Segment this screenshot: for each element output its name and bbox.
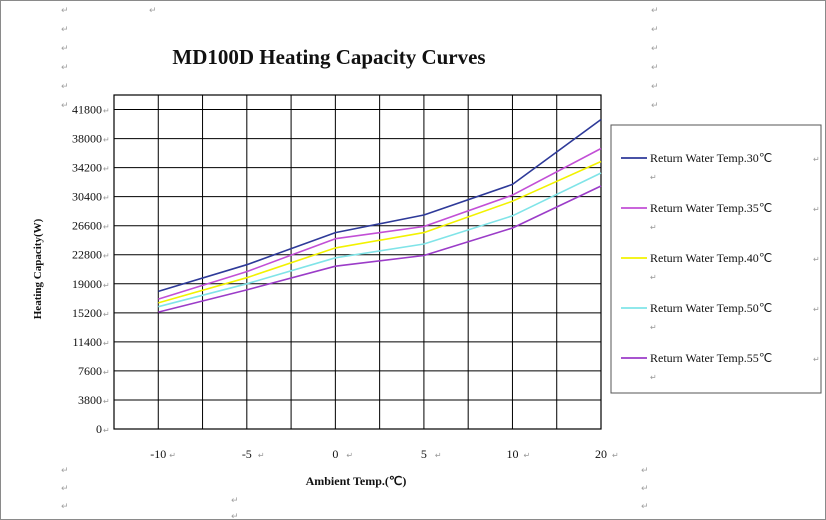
x-tick-label: 5 <box>421 447 427 461</box>
paragraph-mark: ↵ <box>103 310 110 319</box>
series-line <box>158 147 602 300</box>
y-tick-label: 19000 <box>72 277 102 291</box>
paragraph-mark: ↵ <box>61 44 69 54</box>
x-axis-label: Ambient Temp.(℃) <box>306 474 407 488</box>
paragraph-mark: ↵ <box>258 451 265 460</box>
paragraph-mark: ↵ <box>231 512 239 519</box>
paragraph-mark: ↵ <box>61 25 69 35</box>
legend: Return Water Temp.30℃ ↵ ↵ Return Water Temp… <box>621 151 820 382</box>
paragraph-mark: ↵ <box>103 136 110 145</box>
paragraph-mark: ↵ <box>103 107 110 116</box>
legend-entry: Return Water Temp.55℃ <box>650 351 772 365</box>
paragraph-mark: ↵ <box>523 451 530 460</box>
series-line <box>158 172 602 308</box>
paragraph-mark: ↵ <box>651 82 659 92</box>
paragraph-mark: ↵ <box>813 305 820 314</box>
series-line <box>158 185 602 313</box>
y-tick-labels: 0 ↵3800 ↵7600 ↵11400 ↵15200 ↵19000 ↵22800 ↵2660… <box>72 103 110 436</box>
paragraph-mark: ↵ <box>641 502 649 512</box>
paragraph-mark: ↵ <box>103 339 110 348</box>
paragraph-mark: ↵ <box>103 397 110 406</box>
paragraph-mark: ↵ <box>651 6 659 16</box>
y-tick-label: 41800 <box>72 103 102 117</box>
x-tick-labels: -10 ↵ -5 ↵ 0 ↵ 5 ↵ 10 ↵ 20 ↵ <box>150 447 618 461</box>
series-layer <box>158 118 602 313</box>
y-tick-label: 22800 <box>72 248 102 262</box>
y-tick-label: 34200 <box>72 161 102 175</box>
paragraph-mark: ↵ <box>149 6 157 16</box>
paragraph-mark: ↵ <box>103 426 110 435</box>
x-tick-label: 0 <box>332 447 338 461</box>
legend-entry: Return Water Temp.50℃ <box>650 301 772 315</box>
legend-entry: Return Water Temp.30℃ <box>650 151 772 165</box>
paragraph-mark: ↵ <box>61 502 69 512</box>
y-tick-label: 15200 <box>72 306 102 320</box>
paragraph-mark: ↵ <box>346 451 353 460</box>
paragraph-mark: ↵ <box>435 451 442 460</box>
series-line <box>158 118 602 293</box>
legend-entry: Return Water Temp.35℃ <box>650 201 772 215</box>
paragraph-mark: ↵ <box>231 496 239 506</box>
paragraph-mark: ↵ <box>103 223 110 232</box>
paragraph-mark: ↵ <box>612 451 619 460</box>
paragraph-mark: ↵ <box>61 82 69 92</box>
y-tick-label: 0 <box>96 422 102 436</box>
x-tick-label: 20 <box>595 447 607 461</box>
paragraph-mark: ↵ <box>651 101 659 111</box>
y-tick-label: 11400 <box>72 335 102 349</box>
paragraph-mark: ↵ <box>61 6 69 16</box>
y-tick-label: 38000 <box>72 132 102 146</box>
paragraph-mark: ↵ <box>103 281 110 290</box>
paragraph-mark: ↵ <box>650 173 657 182</box>
y-tick-label: 7600 <box>78 364 102 378</box>
y-tick-label: 30400 <box>72 190 102 204</box>
paragraph-mark: ↵ <box>641 484 649 494</box>
paragraph-mark: ↵ <box>651 44 659 54</box>
paragraph-mark: ↵ <box>103 194 110 203</box>
y-axis-label: Heating Capacity(W) <box>32 218 44 319</box>
paragraph-mark: ↵ <box>813 205 820 214</box>
paragraph-mark: ↵ <box>651 63 659 73</box>
paragraph-mark: ↵ <box>651 25 659 35</box>
y-tick-label: 26600 <box>72 219 102 233</box>
paragraph-mark: ↵ <box>103 368 110 377</box>
chart-title: MD100D Heating Capacity Curves <box>172 45 485 69</box>
paragraph-mark: ↵ <box>813 355 820 364</box>
paragraph-mark: ↵ <box>650 223 657 232</box>
x-tick-label: 10 <box>506 447 518 461</box>
paragraph-mark: ↵ <box>813 155 820 164</box>
paragraph-mark: ↵ <box>650 373 657 382</box>
paragraph-mark: ↵ <box>650 323 657 332</box>
paragraph-mark: ↵ <box>641 466 649 476</box>
legend-box <box>610 124 822 394</box>
paragraph-mark: ↵ <box>103 252 110 261</box>
paragraph-marks-layer: ↵ ↵ ↵ ↵ ↵ ↵ ↵ ↵ ↵ ↵ ↵ ↵ ↵ ↵ ↵ ↵ ↵ ↵ ↵ ↵ ↵ <box>61 6 659 519</box>
series-line <box>158 160 602 304</box>
x-tick-label: -10 <box>150 447 166 461</box>
paragraph-mark: ↵ <box>650 273 657 282</box>
paragraph-mark: ↵ <box>61 466 69 476</box>
paragraph-mark: ↵ <box>61 484 69 494</box>
legend-entry: Return Water Temp.40℃ <box>650 251 772 265</box>
paragraph-mark: ↵ <box>61 63 69 73</box>
x-tick-label: -5 <box>242 447 252 461</box>
plot-frame <box>113 94 602 430</box>
paragraph-mark: ↵ <box>813 255 820 264</box>
y-tick-label: 3800 <box>78 393 102 407</box>
grid-layer <box>113 94 602 430</box>
paragraph-mark: ↵ <box>103 165 110 174</box>
paragraph-mark: ↵ <box>61 101 69 111</box>
paragraph-mark: ↵ <box>169 451 176 460</box>
